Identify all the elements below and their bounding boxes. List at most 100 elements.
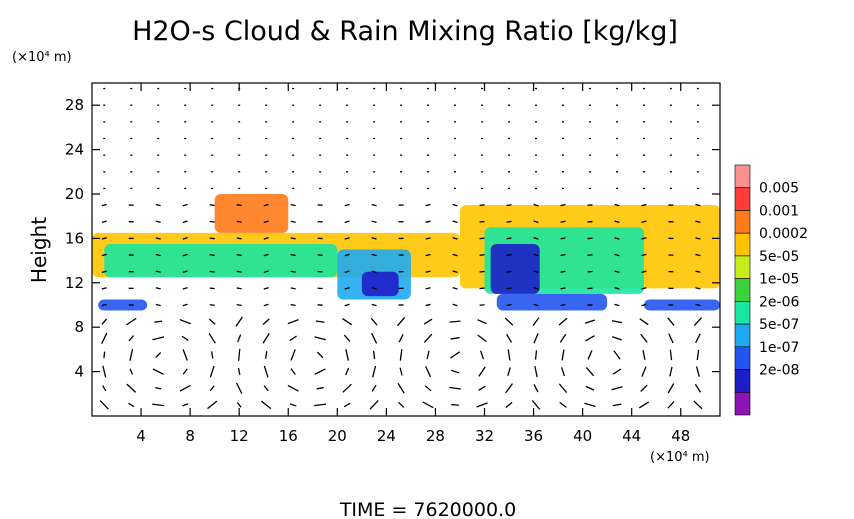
wind-vector-189 [344, 253, 350, 257]
wind-vector-9 [101, 253, 107, 257]
wind-vector-86 [209, 304, 215, 306]
wind-vector-64 [181, 335, 189, 341]
wind-vector-10 [101, 237, 107, 240]
wind-vector-140 [289, 403, 297, 407]
colorbar-label-2: 0.0002 [759, 226, 808, 242]
wind-vector-1 [102, 385, 107, 392]
wind-vector-21 [126, 383, 137, 393]
y-tick-label-0: 4 [74, 363, 84, 381]
wind-vector-409 [641, 253, 647, 257]
wind-vector-81 [209, 385, 215, 392]
wind-vector-323 [534, 350, 538, 360]
wind-vector-365 [584, 319, 596, 324]
wind-vector-145 [287, 319, 299, 325]
wind-vector-106 [236, 303, 242, 307]
wind-vector-130 [263, 237, 269, 240]
wind-vector-211 [371, 220, 377, 224]
wind-vector-324 [533, 333, 539, 344]
wind-vector-384 [611, 336, 622, 341]
colorbar-swatch-6 [734, 301, 751, 325]
wind-vector-288 [479, 270, 485, 273]
wind-vector-203 [372, 350, 376, 360]
wind-vector-307 [506, 287, 512, 290]
y-axis-label: Height [27, 217, 51, 283]
wind-vector-102 [237, 368, 241, 376]
wind-vector-263 [449, 351, 461, 359]
wind-vector-291 [479, 220, 485, 223]
colorbar-swatch-10 [734, 391, 751, 416]
wind-vector-250 [425, 237, 431, 240]
wind-vector-23 [129, 348, 134, 361]
wind-vector-8 [101, 270, 107, 273]
wind-vector-6 [101, 303, 107, 307]
colorbar-swatch-2 [734, 210, 751, 234]
wind-vector-0 [99, 400, 109, 410]
wind-vector-411 [641, 220, 647, 224]
wind-vector-204 [371, 332, 378, 344]
colorbar-swatch-1 [734, 187, 751, 211]
wind-vector-444 [695, 333, 701, 344]
wind-vector-108 [236, 270, 242, 273]
wind-vector-243 [426, 350, 430, 360]
wind-vector-5 [101, 318, 108, 325]
wind-vector-212 [371, 203, 377, 207]
wind-vectors [99, 87, 703, 410]
wind-vector-72 [182, 203, 188, 207]
colorbar-label-7: 1e-07 [759, 340, 799, 356]
x-tick-label-0: 4 [136, 427, 146, 445]
wind-vector-188 [344, 270, 350, 274]
wind-vector-280 [476, 402, 488, 408]
wind-vector-363 [587, 350, 593, 360]
wind-vector-143 [290, 349, 296, 361]
wind-vector-148 [290, 270, 296, 273]
time-footer: TIME = 7620000.0 [339, 499, 516, 519]
wind-vector-43 [155, 352, 162, 358]
wind-vector-165 [315, 320, 325, 323]
wind-vector-292 [479, 204, 485, 207]
wind-vector-161 [316, 386, 324, 390]
wind-vector-408 [641, 270, 647, 273]
wind-vector-132 [263, 203, 269, 207]
wind-vector-391 [614, 220, 620, 224]
wind-vector-382 [612, 368, 622, 375]
wind-vector-322 [534, 365, 538, 378]
wind-vector-185 [342, 317, 353, 326]
wind-vector-329 [533, 253, 539, 257]
wind-vector-285 [477, 319, 487, 325]
wind-vector-390 [614, 237, 620, 240]
colorbar-label-5: 2e-06 [759, 294, 799, 310]
wind-vector-47 [155, 287, 161, 290]
colorbar-swatch-5 [734, 278, 751, 302]
colorbar: 0.005 0.001 0.0002 5e-05 1e-05 2e-06 5e-07 1e-0… [734, 164, 808, 416]
wind-vector-223 [399, 349, 403, 361]
wind-vector-90 [209, 237, 215, 240]
y-unit-label: (×10⁴ m) [12, 50, 72, 65]
x-tick-label-3: 16 [279, 427, 298, 445]
wind-vector-129 [263, 253, 269, 257]
wind-vector-123 [264, 351, 268, 359]
wind-vector-41 [155, 387, 162, 390]
wind-vector-351 [560, 220, 566, 223]
wind-vector-403 [642, 349, 646, 360]
wind-vector-325 [532, 317, 540, 327]
wind-vector-4 [101, 332, 108, 344]
wind-vector-264 [450, 336, 460, 340]
wind-vector-25 [125, 317, 137, 326]
wind-vector-11 [101, 220, 107, 224]
wind-vector-202 [372, 365, 377, 378]
wind-vector-89 [209, 254, 215, 256]
wind-vector-40 [152, 403, 165, 407]
wind-vector-400 [638, 401, 650, 409]
wind-vector-183 [345, 349, 349, 361]
x-tick-label-7: 32 [475, 427, 494, 445]
wind-vector-424 [668, 333, 674, 344]
wind-vector-46 [155, 303, 161, 307]
wind-vector-190 [344, 237, 350, 240]
wind-vector-49 [155, 253, 161, 257]
wind-vector-209 [371, 253, 377, 257]
colorbar-label-8: 2e-08 [759, 363, 799, 379]
wind-vector-101 [235, 382, 243, 394]
wind-vector-246 [425, 303, 431, 307]
wind-vector-85 [208, 318, 216, 325]
mixing-ratio-field [92, 194, 720, 311]
